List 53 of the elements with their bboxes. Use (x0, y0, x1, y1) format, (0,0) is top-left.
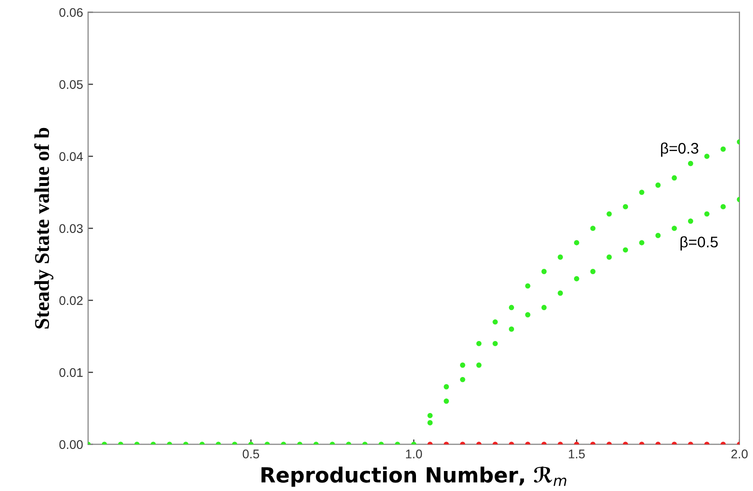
point (427, 420, 433, 426)
point (672, 175, 677, 181)
point (476, 362, 482, 368)
x-axis-title: Reproduction Number, ℛ$_{m}$ (262, 466, 566, 487)
point (460, 376, 466, 382)
y-tick-label: 0.03 (59, 224, 83, 233)
point (655, 232, 661, 238)
point (688, 218, 694, 224)
series-label: β=0.5 (680, 236, 718, 250)
point (525, 283, 530, 289)
y-tick-label: 0.01 (59, 368, 83, 377)
point (672, 226, 677, 231)
y-tick-label: 0.02 (59, 296, 83, 305)
point (492, 340, 498, 346)
point (720, 146, 726, 152)
point (492, 319, 498, 325)
point (541, 304, 547, 310)
point (590, 226, 596, 231)
x-tick-label: 1.5 (568, 450, 585, 458)
y-axis-title: Steady State value of b (34, 128, 54, 328)
point (655, 182, 661, 188)
point (704, 211, 710, 217)
series-label: β=0.3 (661, 142, 698, 157)
point (558, 254, 563, 260)
point (574, 240, 580, 246)
point (606, 254, 612, 260)
y-tick-label: 0.05 (59, 80, 83, 89)
x-tick-label: 1.0 (406, 450, 422, 458)
point (622, 204, 628, 210)
point (639, 190, 644, 195)
point (574, 276, 580, 282)
point (525, 312, 530, 318)
point (558, 290, 563, 296)
point (427, 412, 433, 418)
point (444, 384, 449, 390)
point (720, 204, 726, 210)
x-tick-label: 2.0 (731, 450, 748, 458)
point (476, 340, 482, 346)
y-tick-label: 0.00 (59, 440, 83, 450)
point (508, 304, 514, 310)
y-tick-label: 0.06 (59, 8, 83, 17)
x-tick-label: 0.5 (242, 450, 260, 458)
point (622, 247, 628, 253)
point (606, 211, 612, 217)
point (590, 268, 596, 274)
point (639, 240, 644, 246)
point (508, 326, 514, 332)
point (704, 154, 710, 159)
point (460, 362, 466, 368)
point (444, 398, 449, 404)
point (541, 268, 547, 274)
point (688, 160, 694, 166)
y-tick-label: 0.04 (59, 152, 83, 161)
